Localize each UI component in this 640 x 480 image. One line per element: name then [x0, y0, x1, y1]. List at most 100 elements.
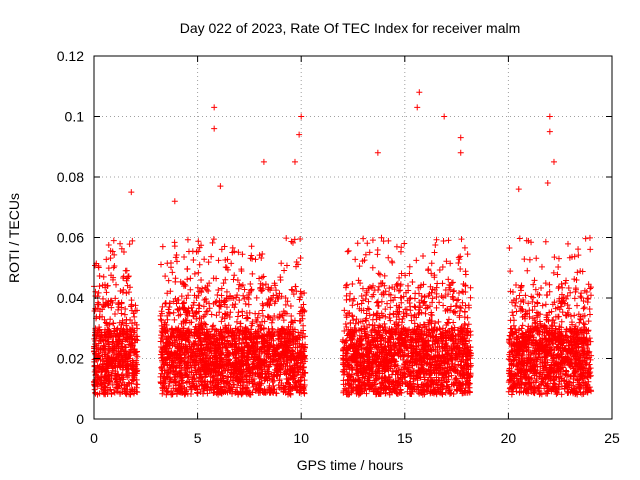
data-point	[266, 339, 273, 346]
data-point	[170, 330, 177, 337]
data-point	[105, 373, 112, 380]
data-point	[216, 303, 223, 310]
data-point	[277, 274, 284, 281]
data-point	[285, 344, 292, 351]
data-point	[226, 387, 233, 394]
data-point	[241, 331, 248, 338]
data-point	[159, 390, 166, 397]
data-point	[257, 366, 264, 373]
data-point	[206, 305, 213, 312]
data-point	[290, 351, 297, 358]
data-point	[185, 334, 192, 341]
data-point	[98, 368, 105, 375]
data-point	[174, 355, 181, 362]
data-point	[226, 360, 233, 367]
data-point	[206, 300, 213, 307]
data-point	[200, 377, 207, 384]
data-point	[114, 327, 121, 334]
data-point	[92, 337, 99, 344]
data-point	[236, 297, 243, 304]
data-point	[261, 360, 268, 367]
data-point	[161, 321, 168, 328]
data-point	[113, 373, 120, 380]
data-point	[201, 360, 208, 367]
data-point	[358, 300, 365, 307]
data-point	[269, 356, 276, 363]
data-point	[243, 310, 250, 317]
data-point	[451, 308, 458, 315]
data-point	[446, 281, 453, 288]
data-point	[168, 264, 175, 271]
data-point	[216, 309, 223, 316]
data-point	[298, 290, 305, 297]
data-point	[342, 320, 349, 327]
data-point	[293, 353, 300, 360]
data-point	[266, 384, 273, 391]
data-point	[169, 364, 176, 371]
data-point	[263, 347, 270, 354]
data-point	[285, 338, 292, 345]
data-point	[235, 335, 242, 342]
data-point	[465, 302, 472, 309]
data-point	[195, 269, 202, 276]
data-point	[207, 378, 214, 385]
data-point	[301, 344, 308, 351]
data-point	[248, 322, 255, 329]
data-point	[300, 330, 307, 337]
data-point	[120, 273, 127, 280]
data-point	[184, 345, 191, 352]
data-point	[222, 311, 229, 318]
data-point	[165, 353, 172, 360]
data-point	[130, 350, 137, 357]
data-point	[103, 289, 110, 296]
data-point	[92, 389, 99, 396]
data-point	[297, 308, 304, 315]
data-point	[179, 377, 186, 384]
data-point	[181, 304, 188, 311]
data-point	[359, 285, 366, 292]
data-point	[238, 362, 245, 369]
data-point	[271, 313, 278, 320]
data-points	[91, 89, 595, 398]
data-point	[261, 377, 268, 384]
data-point	[436, 299, 443, 306]
data-point	[235, 367, 242, 374]
data-point	[179, 300, 186, 307]
data-point	[265, 325, 272, 332]
data-point	[189, 307, 196, 314]
data-point	[268, 319, 275, 326]
data-point	[255, 384, 262, 391]
data-point	[275, 335, 282, 342]
data-point	[175, 386, 182, 393]
data-point	[184, 236, 191, 243]
data-point	[179, 336, 186, 343]
data-point	[163, 348, 170, 355]
data-point	[247, 255, 254, 262]
data-point	[409, 278, 416, 285]
data-point	[176, 305, 183, 312]
data-point	[196, 335, 203, 342]
data-point	[428, 260, 435, 267]
data-point	[455, 290, 462, 297]
data-point	[248, 354, 255, 361]
data-point	[283, 235, 290, 242]
chart-title: Day 022 of 2023, Rate Of TEC Index for r…	[180, 20, 521, 36]
data-point	[173, 252, 180, 259]
data-point	[192, 364, 199, 371]
data-point	[271, 300, 278, 307]
data-point	[225, 322, 232, 329]
data-point	[180, 343, 187, 350]
data-point	[200, 303, 207, 310]
data-point	[115, 331, 122, 338]
data-point	[172, 339, 179, 346]
data-point	[259, 318, 266, 325]
data-point	[93, 344, 100, 351]
data-point	[207, 370, 214, 377]
data-point	[178, 293, 185, 300]
data-point	[283, 262, 290, 269]
data-point	[182, 316, 189, 323]
data-point	[101, 383, 108, 390]
data-point	[258, 380, 265, 387]
data-point	[127, 328, 134, 335]
data-point	[440, 237, 447, 244]
